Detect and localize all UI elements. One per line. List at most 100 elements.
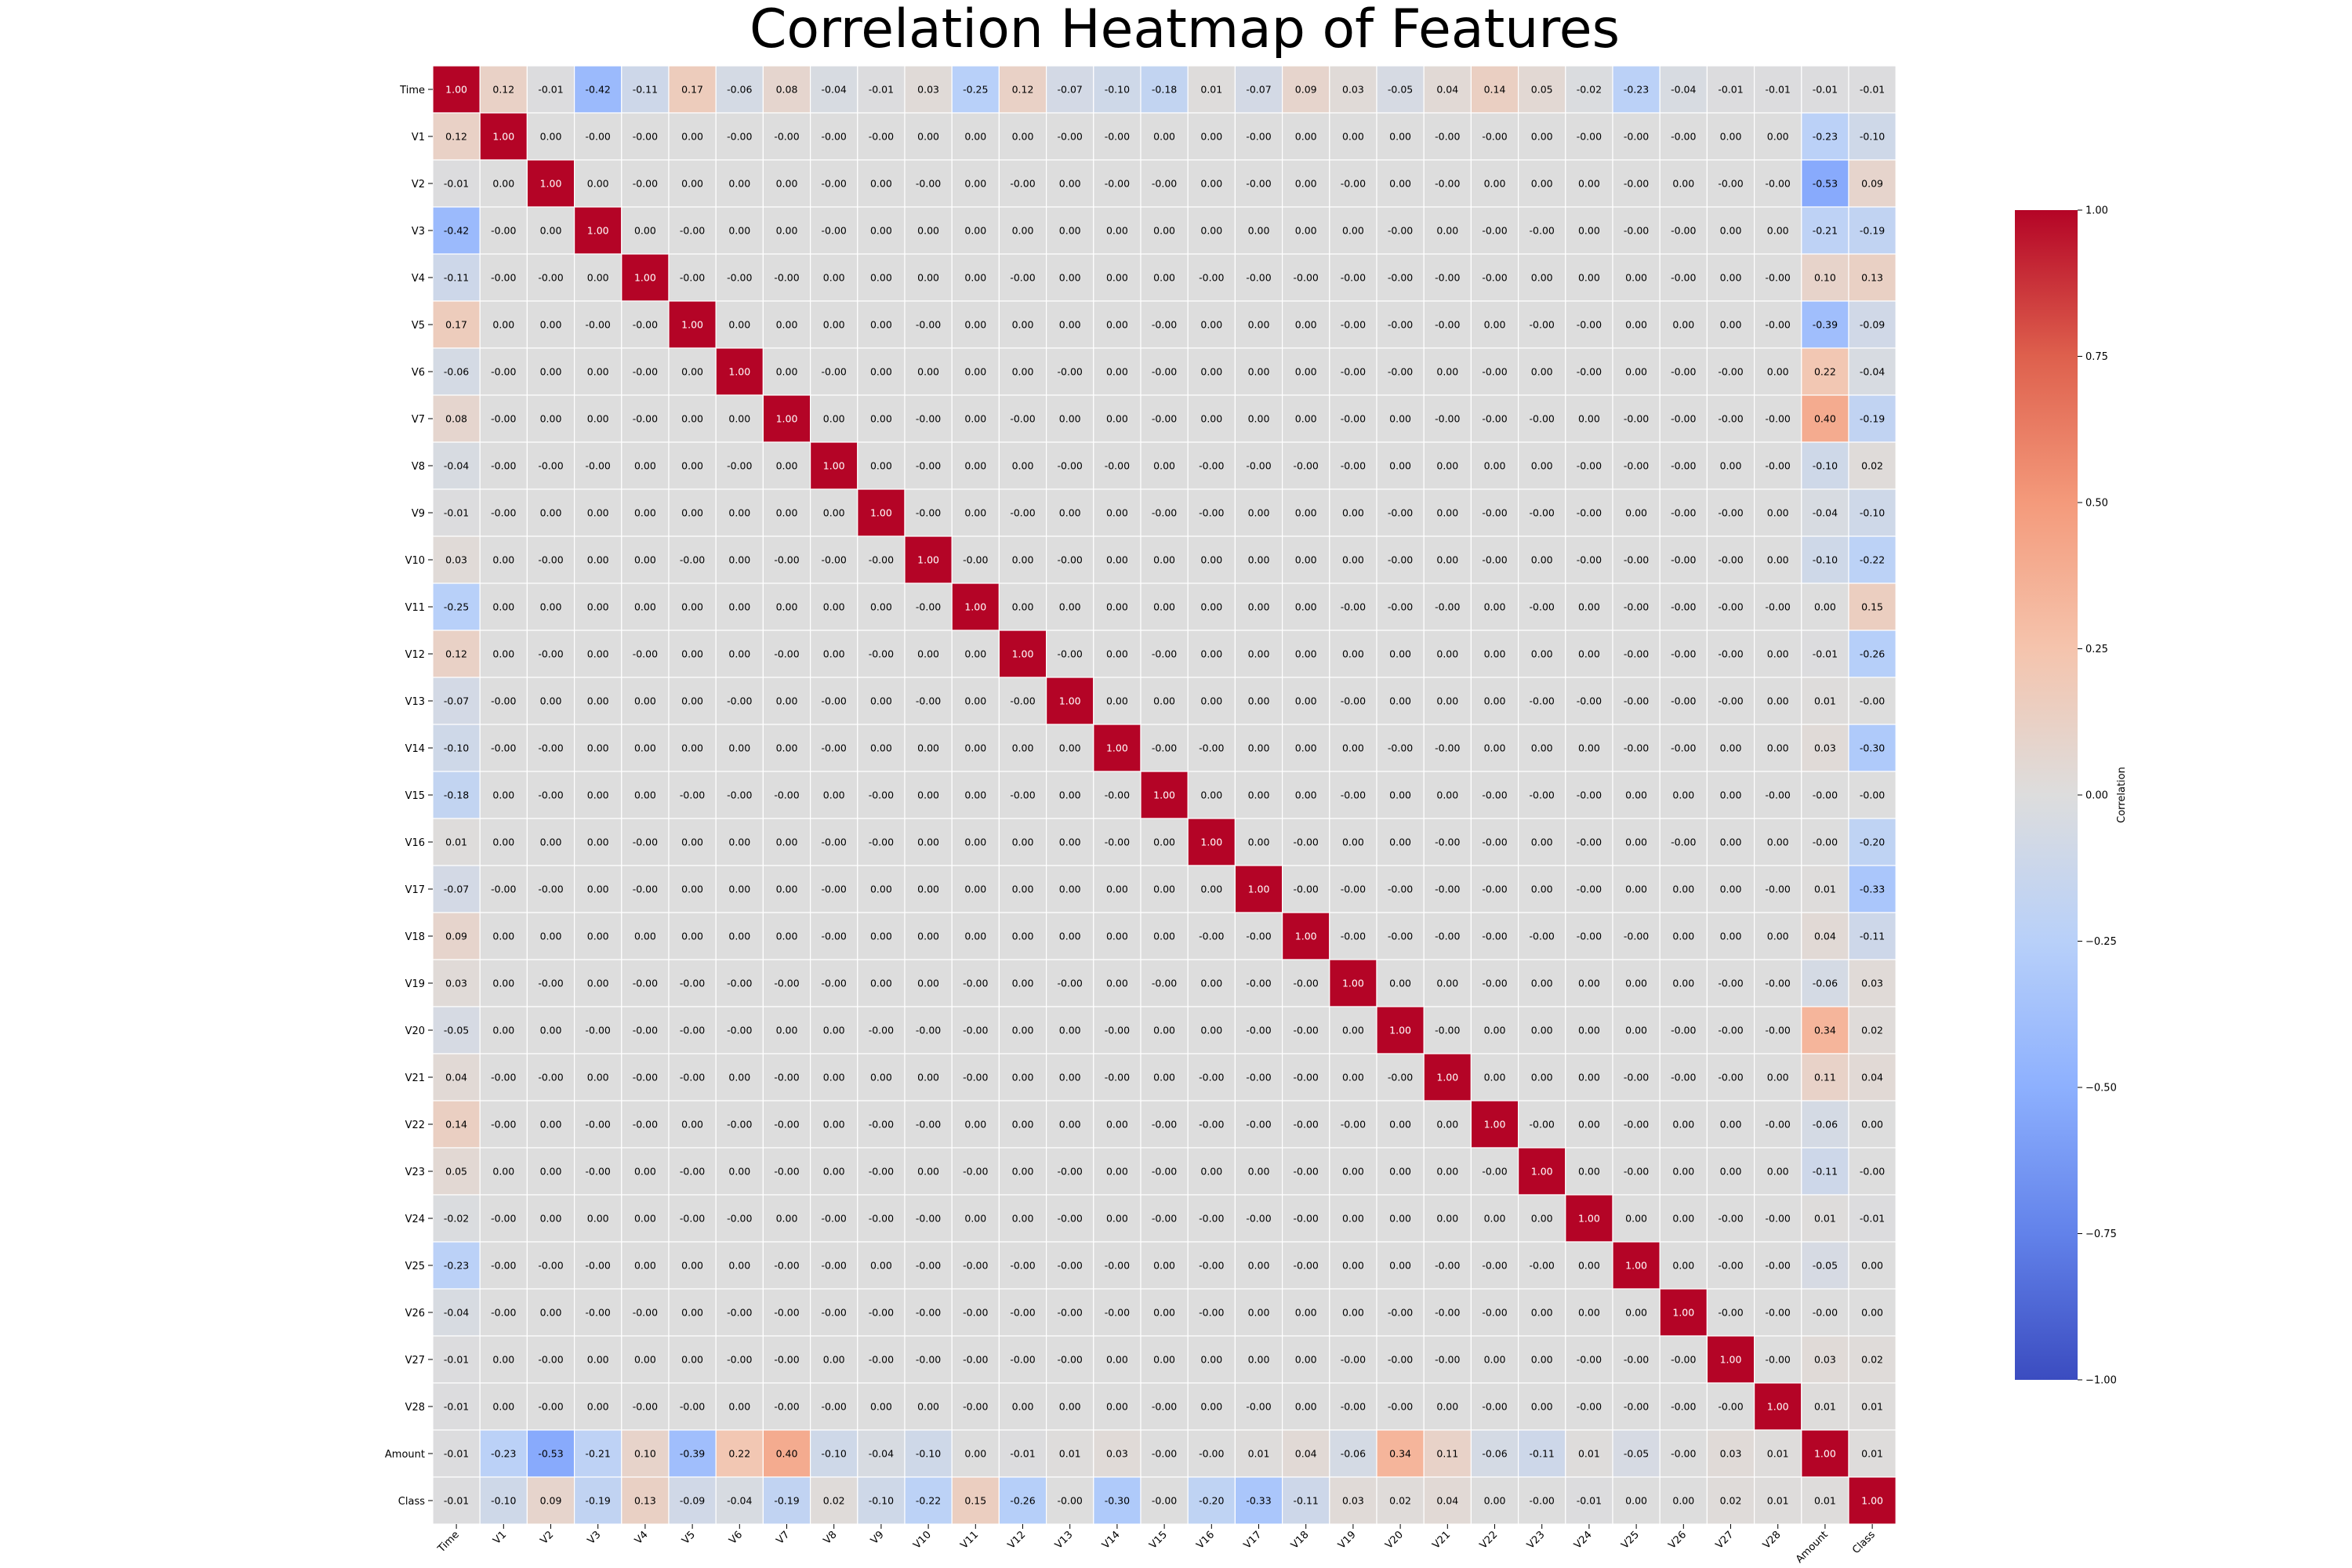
colorbar-tick-label: −0.75: [2085, 1229, 2117, 1240]
cell-value-label: 0.00: [634, 1213, 656, 1225]
cell-value-label: 0.00: [492, 319, 514, 331]
cell-value-label: -0.00: [1482, 884, 1507, 895]
cell-value-label: -0.00: [1530, 413, 1555, 425]
cell-value-label: 0.00: [681, 1119, 703, 1131]
cell-value-label: 1.00: [1012, 648, 1034, 660]
cell-value-label: -0.00: [916, 1119, 941, 1131]
y-tick-label: V15: [405, 790, 425, 802]
cell-value-label: 0.00: [1484, 1072, 1506, 1083]
cell-value-label: 0.00: [964, 742, 986, 754]
cell-value-label: 1.00: [823, 460, 845, 472]
cell-value-label: -0.25: [963, 84, 988, 96]
x-tick-label: V1: [491, 1529, 509, 1547]
cell-value-label: -0.00: [916, 413, 941, 425]
cell-value-label: 0.00: [587, 413, 609, 425]
cell-value-label: 0.00: [964, 884, 986, 895]
cell-value-label: 0.00: [1389, 413, 1411, 425]
cell-value-label: 0.00: [870, 1401, 892, 1413]
cell-value-label: 0.00: [917, 789, 939, 801]
cell-value-label: 0.00: [1720, 789, 1742, 801]
cell-value-label: 0.00: [917, 884, 939, 895]
cell-value-label: -0.00: [1671, 1354, 1696, 1366]
cell-value-label: -0.00: [1010, 507, 1035, 519]
cell-value-label: -0.00: [963, 1072, 988, 1083]
cell-value-label: -0.00: [1766, 789, 1791, 801]
cell-value-label: 0.00: [587, 648, 609, 660]
cell-value-label: 0.00: [1200, 601, 1222, 613]
y-tick-label: V9: [412, 508, 425, 520]
cell-value-label: 0.00: [1578, 413, 1600, 425]
cell-value-label: 0.00: [1625, 319, 1647, 331]
cell-value-label: 0.00: [1389, 648, 1411, 660]
cell-value-label: 0.00: [1012, 837, 1034, 848]
cell-value-label: -0.01: [1718, 84, 1743, 96]
cell-value-label: -0.00: [822, 366, 847, 378]
cell-value-label: -0.00: [1058, 460, 1083, 472]
cell-value-label: -0.05: [1624, 1448, 1649, 1460]
cell-value-label: 0.00: [1012, 884, 1034, 895]
cell-value-label: -0.00: [727, 1025, 752, 1036]
cell-value-label: 1.00: [1200, 837, 1222, 848]
cell-value-label: 0.08: [776, 84, 798, 96]
cell-value-label: -0.00: [1577, 1401, 1602, 1413]
cell-value-label: 0.00: [587, 1354, 609, 1366]
y-tick-label: V17: [405, 884, 425, 896]
cell-value-label: -0.00: [916, 1213, 941, 1225]
cell-value-label: -0.00: [1152, 1166, 1177, 1178]
cell-value-label: -0.00: [774, 1166, 799, 1178]
cell-value-label: -0.00: [727, 1307, 752, 1319]
cell-value-label: -0.06: [1813, 978, 1838, 989]
cell-value-label: 1.00: [634, 272, 656, 284]
cell-value-label: -0.00: [1718, 695, 1743, 707]
cell-value-label: 0.00: [1153, 931, 1175, 942]
cell-value-label: -0.00: [1058, 366, 1083, 378]
cell-value-label: 0.02: [1861, 460, 1883, 472]
cell-value-label: -0.42: [444, 225, 469, 237]
cell-value-label: 0.00: [728, 507, 750, 519]
cell-value-label: -0.00: [1766, 460, 1791, 472]
cell-value-label: -0.11: [1860, 931, 1885, 942]
cell-value-label: -0.00: [1482, 931, 1507, 942]
cell-value-label: -0.00: [869, 131, 894, 143]
cell-value-label: 0.00: [1106, 272, 1128, 284]
cell-value-label: 0.00: [1531, 1354, 1553, 1366]
cell-value-label: 0.00: [1200, 978, 1222, 989]
cell-value-label: 0.00: [492, 178, 514, 190]
cell-value-label: 0.00: [1106, 1166, 1128, 1178]
cell-value-label: -0.00: [1530, 695, 1555, 707]
cell-value-label: 0.00: [587, 601, 609, 613]
cell-value-label: -0.00: [633, 648, 658, 660]
cell-value-label: 0.03: [917, 84, 939, 96]
cell-value-label: 0.04: [1861, 1072, 1883, 1083]
cell-value-label: 1.00: [681, 319, 703, 331]
colorbar-tick-label: 1.00: [2085, 205, 2108, 217]
cell-value-label: 1.00: [1484, 1119, 1506, 1131]
cell-value-label: -0.00: [680, 1072, 705, 1083]
cell-value-label: 0.13: [1861, 272, 1883, 284]
cell-value-label: -0.00: [538, 554, 563, 566]
cell-value-label: -0.00: [1482, 272, 1507, 284]
cell-value-label: 0.00: [1389, 1260, 1411, 1272]
cell-value-label: 0.10: [1814, 272, 1836, 284]
cell-value-label: -0.00: [1388, 1307, 1413, 1319]
cell-value-label: -0.00: [963, 1307, 988, 1319]
cell-value-label: -0.00: [1388, 225, 1413, 237]
cell-value-label: -0.09: [1860, 319, 1885, 331]
cell-value-label: 0.00: [1720, 131, 1742, 143]
cell-value-label: -0.00: [1718, 366, 1743, 378]
cell-value-label: -0.00: [1718, 554, 1743, 566]
cell-value-label: -0.07: [444, 695, 469, 707]
cell-value-label: 0.00: [1248, 413, 1270, 425]
cell-value-label: -0.00: [1388, 507, 1413, 519]
cell-value-label: 0.00: [681, 884, 703, 895]
cell-value-label: 0.00: [1059, 789, 1081, 801]
x-tick-label: Time: [435, 1529, 462, 1555]
cell-value-label: -0.00: [1388, 366, 1413, 378]
cell-value-label: -0.00: [1246, 178, 1271, 190]
cell-value-label: 0.00: [681, 413, 703, 425]
cell-value-label: -0.00: [633, 1072, 658, 1083]
cell-value-label: -0.19: [586, 1495, 611, 1507]
cell-value-label: 0.00: [1436, 1213, 1458, 1225]
cell-value-label: 0.00: [634, 225, 656, 237]
cell-value-label: 0.09: [445, 931, 467, 942]
